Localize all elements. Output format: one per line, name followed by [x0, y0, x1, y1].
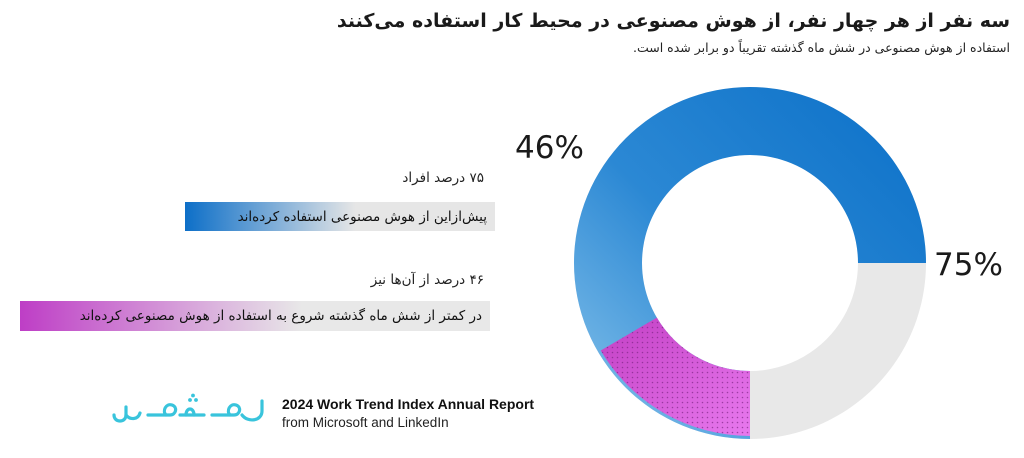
chart-subtitle: استفاده از هوش مصنوعی در شش ماه گذشته تق… [633, 40, 1010, 55]
source-subtitle: from Microsoft and LinkedIn [282, 415, 449, 430]
brand-logo-icon [112, 393, 264, 423]
chart-title: سه نفر از هر چهار نفر، از هوش مصنوعی در … [336, 10, 1010, 32]
pct-46-label: 46% [515, 130, 584, 166]
stat-75-bar: پیش‌ازاین از هوش مصنوعی استفاده کرده‌اند [185, 202, 495, 231]
pct-75-label: 75% [934, 247, 1003, 283]
source-title: 2024 Work Trend Index Annual Report [282, 396, 535, 412]
stat-75-label: ۷۵ درصد افراد [402, 170, 484, 186]
donut-chart [574, 86, 926, 439]
stat-46-bar-text: در کمتر از شش ماه گذشته شروع به استفاده … [79, 308, 482, 324]
stat-46-label: ۴۶ درصد از آن‌ها نیز [370, 272, 484, 288]
donut-slice-46-texture [600, 317, 750, 436]
stat-75-bar-text: پیش‌ازاین از هوش مصنوعی استفاده کرده‌اند [237, 208, 487, 225]
stat-46-bar: در کمتر از شش ماه گذشته شروع به استفاده … [20, 301, 490, 331]
